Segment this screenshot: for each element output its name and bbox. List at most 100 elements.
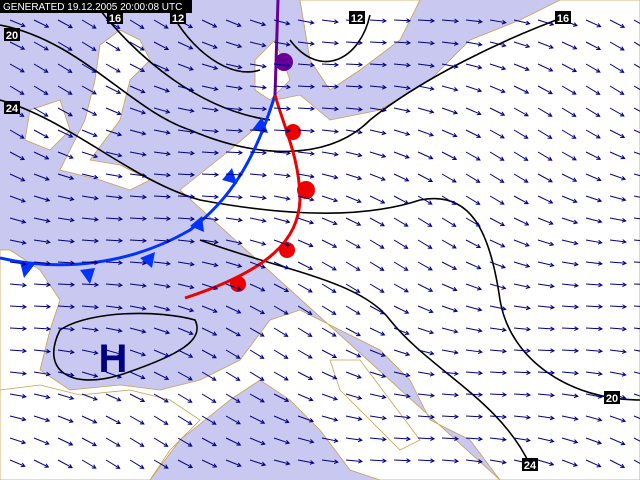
occluded-front xyxy=(273,0,280,96)
wind-arrow xyxy=(345,305,361,315)
arrow-shaft xyxy=(441,261,457,270)
arrow-head xyxy=(573,219,579,225)
arrow-shaft xyxy=(129,41,145,51)
arrow-head xyxy=(285,439,291,445)
arrow-shaft xyxy=(585,173,601,181)
arrow-shaft xyxy=(201,371,216,381)
arrow-head xyxy=(620,154,626,160)
arrow-shaft xyxy=(201,217,218,221)
wind-arrow xyxy=(273,128,292,134)
arrow-head xyxy=(164,45,170,51)
arrow-head xyxy=(332,243,338,248)
arrow-head xyxy=(598,304,604,310)
arrow-shaft xyxy=(321,151,338,156)
arrow-head xyxy=(595,90,601,95)
arrow-head xyxy=(574,326,580,331)
arrow-shaft xyxy=(441,63,458,68)
arrow-head xyxy=(356,221,362,226)
arrow-head xyxy=(189,108,195,113)
arrow-shaft xyxy=(297,261,313,270)
arrow-shaft xyxy=(561,437,578,443)
arrow-head xyxy=(116,419,122,425)
arrow-shaft xyxy=(393,261,408,271)
arrow-shaft xyxy=(489,63,506,70)
arrow-shaft xyxy=(633,41,640,47)
wind-arrow xyxy=(513,41,531,49)
arrow-shaft xyxy=(393,305,409,314)
arrow-shaft xyxy=(417,85,434,90)
wind-arrow xyxy=(249,150,268,156)
arrow-shaft xyxy=(489,393,507,396)
wind-arrow xyxy=(105,107,122,116)
arrow-head xyxy=(284,418,290,424)
wind-arrow xyxy=(153,129,171,135)
arrow-head xyxy=(428,308,434,314)
arrow-shaft xyxy=(129,371,145,379)
arrow-shaft xyxy=(465,129,481,138)
arrow-shaft xyxy=(369,349,386,357)
arrow-shaft xyxy=(177,217,194,220)
wind-arrow xyxy=(633,305,640,307)
wind-arrow xyxy=(465,19,483,24)
arrow-shaft xyxy=(441,349,458,354)
arrow-head xyxy=(118,216,123,222)
wind-arrow xyxy=(297,437,315,444)
arrow-shaft xyxy=(489,85,505,93)
arrow-shaft xyxy=(417,437,435,440)
wind-arrow xyxy=(489,261,506,269)
arrow-shaft xyxy=(273,349,288,359)
arrow-head xyxy=(476,265,482,270)
arrow-head xyxy=(94,217,99,222)
wind-arrow xyxy=(9,151,26,161)
arrow-head xyxy=(597,371,603,377)
arrow-shaft xyxy=(513,437,530,442)
arrow-shaft xyxy=(417,195,433,205)
arrow-head xyxy=(285,63,291,68)
arrow-shaft xyxy=(297,195,314,201)
arrow-head xyxy=(620,133,626,138)
arrow-head xyxy=(572,22,578,27)
arrow-shaft xyxy=(417,415,434,418)
wind-arrow xyxy=(129,194,147,200)
wind-arrow xyxy=(393,62,411,68)
arrow-head xyxy=(22,348,28,354)
arrow-head xyxy=(334,62,340,68)
arrow-head xyxy=(45,394,51,400)
arrow-head xyxy=(382,40,388,45)
arrow-shaft xyxy=(465,151,481,161)
arrow-shaft xyxy=(153,239,170,242)
arrow-head xyxy=(333,19,339,25)
wind-arrow xyxy=(177,129,195,135)
arrow-head xyxy=(333,459,339,465)
wind-arrow xyxy=(249,261,266,269)
arrow-head xyxy=(454,436,460,442)
arrow-shaft xyxy=(633,305,640,307)
wind-arrow xyxy=(417,239,433,249)
arrow-head xyxy=(525,263,531,268)
arrow-head xyxy=(115,46,121,51)
wind-arrow xyxy=(33,151,50,160)
arrow-head xyxy=(574,304,580,310)
wind-arrow xyxy=(57,129,74,138)
arrow-shaft xyxy=(33,19,49,28)
wind-arrow xyxy=(273,150,291,156)
arrow-head xyxy=(22,282,27,288)
arrow-head xyxy=(262,150,268,156)
arrow-head xyxy=(212,463,218,468)
arrow-head xyxy=(548,90,553,95)
arrow-shaft xyxy=(513,151,528,161)
arrow-shaft xyxy=(465,327,482,332)
wind-arrow xyxy=(81,217,99,222)
arrow-head xyxy=(597,239,603,245)
arrow-head xyxy=(357,175,363,181)
arrow-head xyxy=(310,128,315,134)
wind-arrow xyxy=(273,371,289,381)
wind-arrow xyxy=(81,238,100,244)
arrow-head xyxy=(21,240,27,245)
wind-arrow xyxy=(201,393,217,403)
arrow-shaft xyxy=(537,129,552,139)
arrow-shaft xyxy=(417,327,434,334)
arrow-shaft xyxy=(249,19,266,26)
wind-arrow xyxy=(153,19,169,29)
wind-arrow xyxy=(345,415,363,421)
